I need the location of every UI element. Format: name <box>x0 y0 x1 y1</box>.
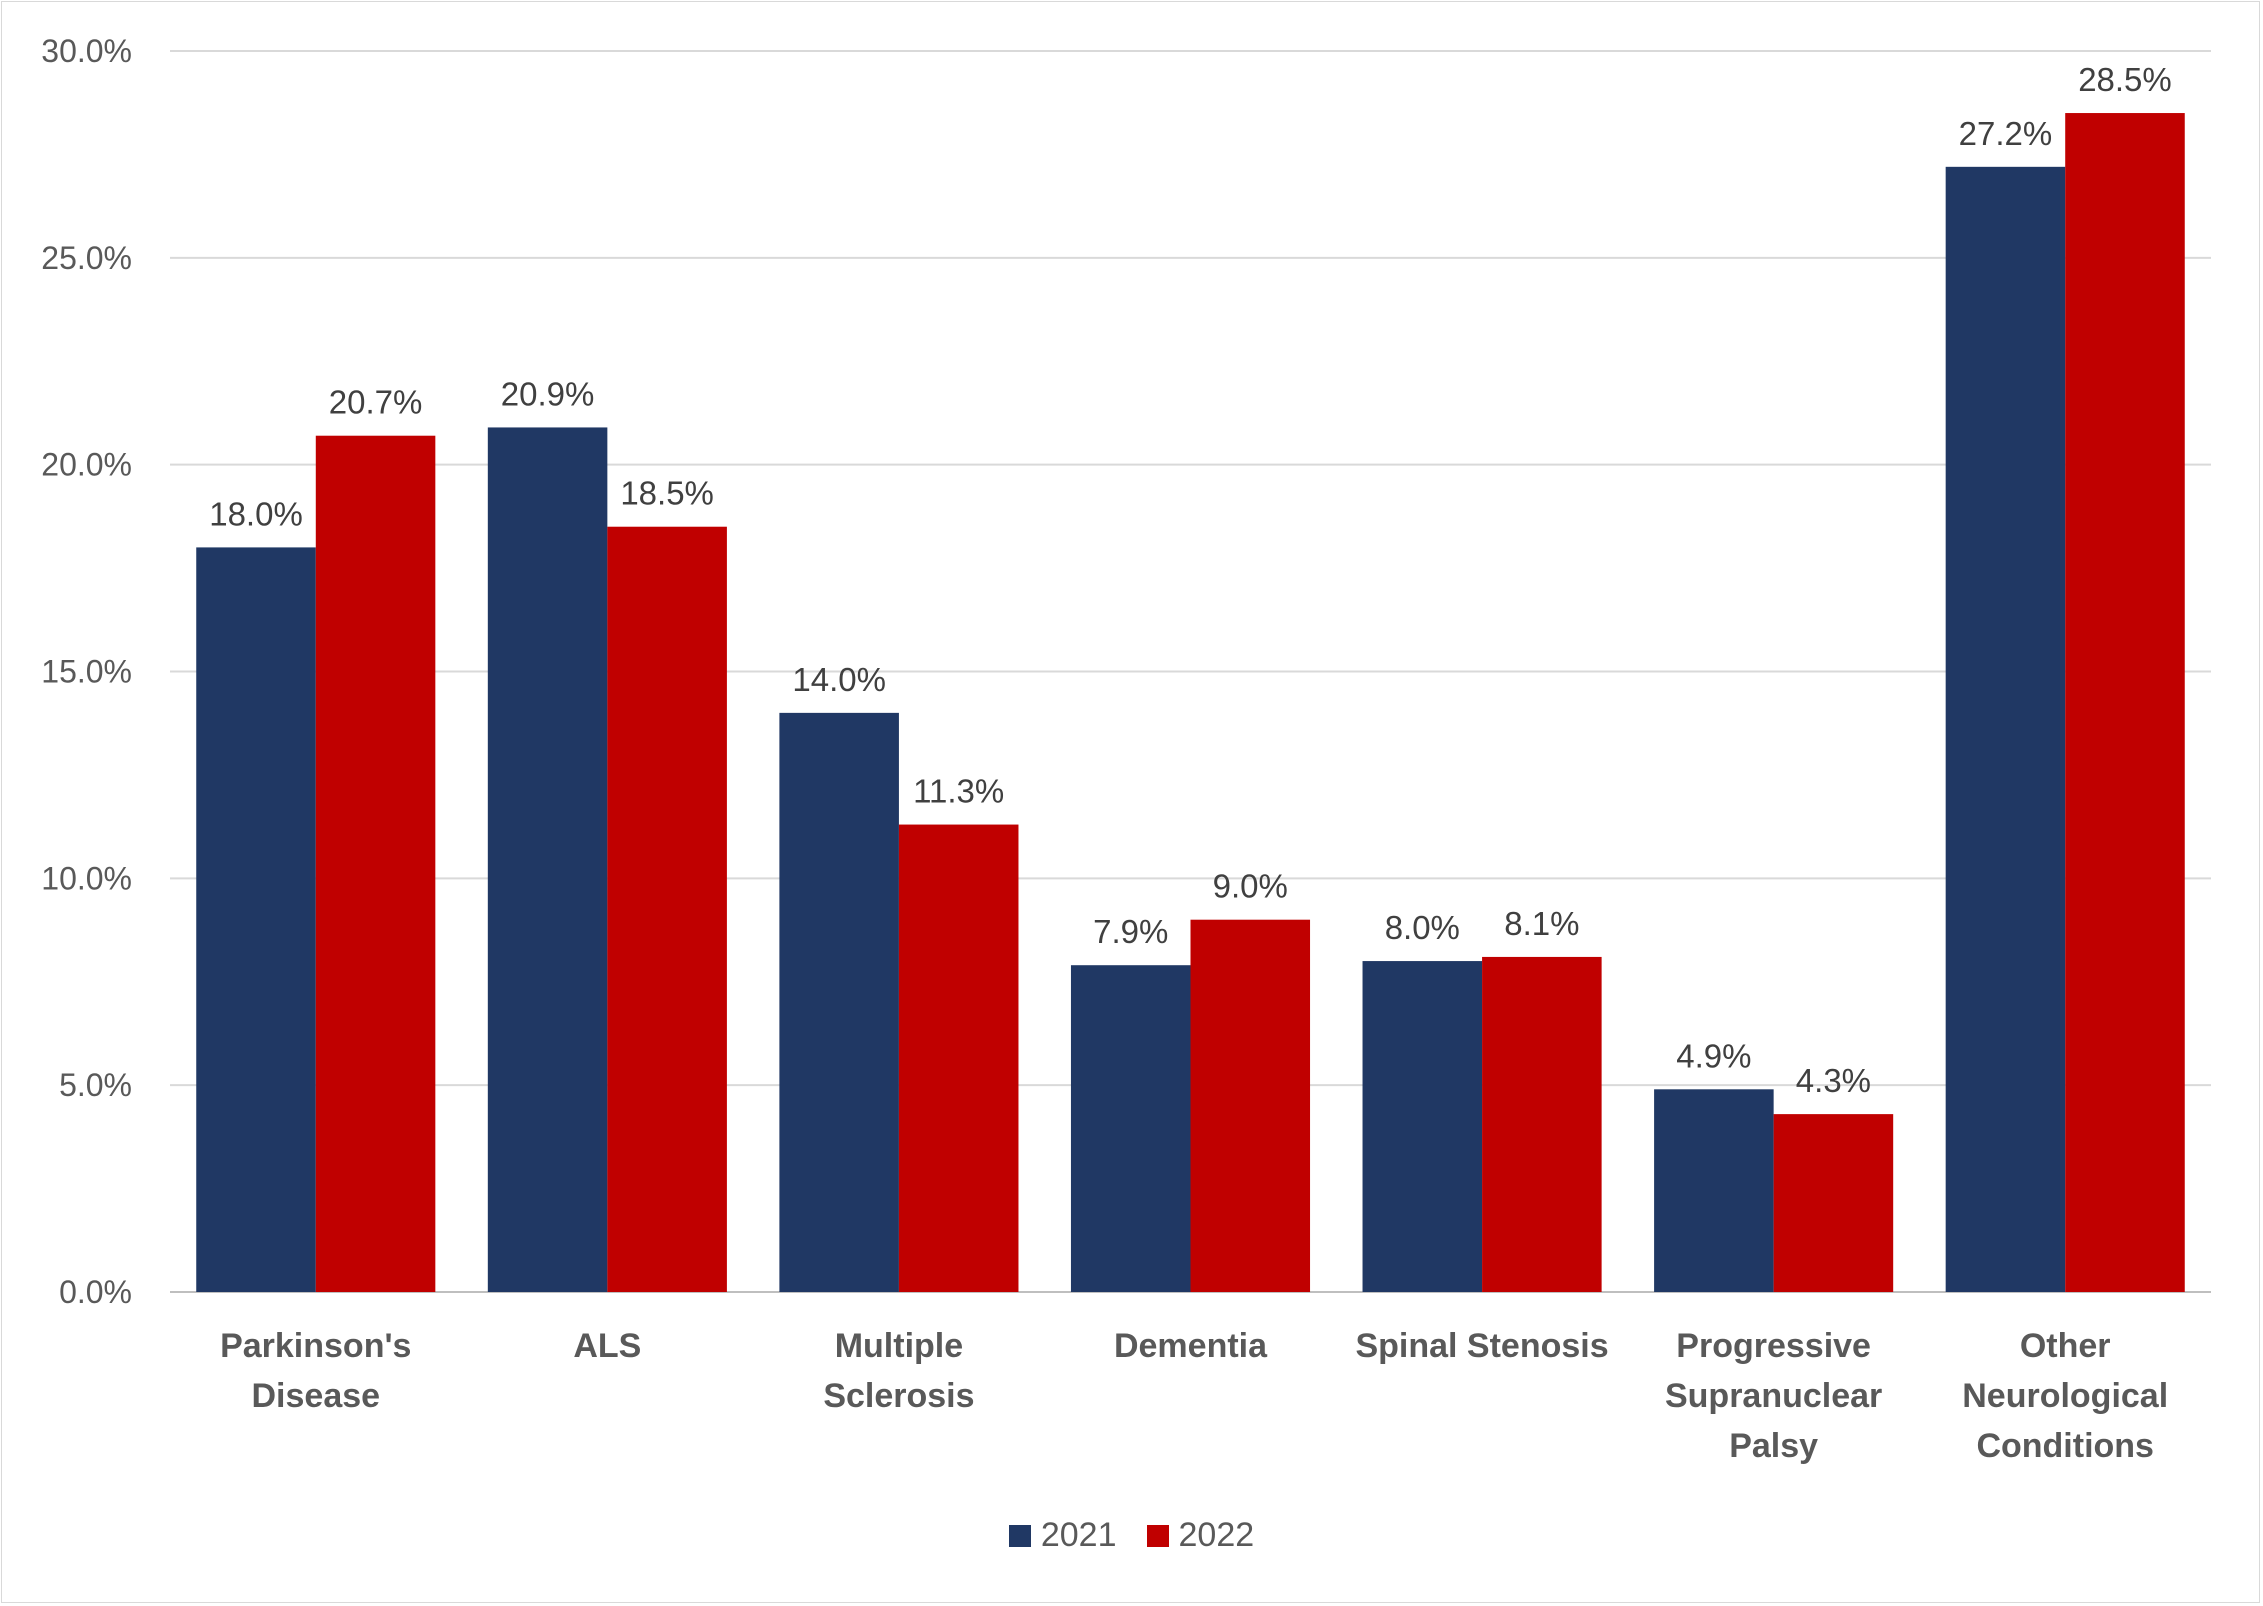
legend-swatch-2022 <box>1146 1524 1169 1547</box>
y-tick-label: 25.0% <box>41 240 132 276</box>
data-label: 18.0% <box>209 495 303 532</box>
data-label: 4.3% <box>1796 1062 1871 1099</box>
legend-item-2021: 2021 <box>1008 1516 1117 1555</box>
bar-2022 <box>1190 919 1311 1292</box>
data-label: 9.0% <box>1213 868 1288 905</box>
x-tick-label: Sclerosis <box>823 1377 974 1415</box>
bar-2022 <box>607 526 727 1292</box>
bar-2022 <box>2065 113 2185 1292</box>
y-tick-label: 15.0% <box>41 654 132 690</box>
bar-2021 <box>196 547 316 1292</box>
data-label: 8.0% <box>1385 909 1460 946</box>
data-label: 11.3% <box>913 773 1004 810</box>
y-tick-label: 30.0% <box>41 33 132 69</box>
x-tick-label: Progressive <box>1676 1327 1871 1365</box>
x-tick-label: Other <box>2020 1327 2111 1365</box>
x-tick-label: Conditions <box>1976 1427 2154 1465</box>
x-tick-label: Supranuclear <box>1665 1377 1882 1415</box>
legend-swatch-2021 <box>1008 1524 1031 1547</box>
bar-2021 <box>487 427 608 1293</box>
x-tick-label: ALS <box>573 1327 641 1365</box>
y-tick-label: 10.0% <box>41 860 132 896</box>
data-label: 20.9% <box>501 375 595 412</box>
bar-2022 <box>1773 1114 1894 1292</box>
data-label: 18.5% <box>620 475 714 512</box>
x-tick-label: Dementia <box>1114 1327 1268 1365</box>
data-label: 28.5% <box>2078 61 2172 98</box>
y-tick-label: 0.0% <box>59 1274 132 1310</box>
bar-2021 <box>1945 166 2066 1292</box>
y-tick-label: 5.0% <box>59 1067 132 1103</box>
data-label: 8.1% <box>1504 905 1579 942</box>
bar-2022 <box>1482 956 1602 1292</box>
data-label: 14.0% <box>792 661 886 698</box>
legend: 2021 2022 <box>0 1516 2263 1555</box>
bar-2022 <box>898 824 1019 1292</box>
x-tick-label: Palsy <box>1729 1427 1818 1465</box>
legend-label-2022: 2022 <box>1178 1516 1255 1554</box>
x-tick-label: Neurological <box>1962 1377 2168 1415</box>
legend-label-2021: 2021 <box>1040 1516 1117 1554</box>
bar-2021 <box>1654 1089 1774 1292</box>
x-tick-label: Disease <box>252 1377 381 1415</box>
bar-2021 <box>779 712 899 1292</box>
x-tick-label: Multiple <box>835 1327 963 1365</box>
bar-2021 <box>1362 961 1483 1292</box>
bar-2022 <box>315 435 436 1293</box>
legend-item-2022: 2022 <box>1146 1516 1255 1555</box>
data-label: 7.9% <box>1093 913 1168 950</box>
x-tick-label: Spinal Stenosis <box>1355 1327 1608 1365</box>
bar-2021 <box>1070 965 1191 1292</box>
data-label: 4.9% <box>1676 1037 1751 1074</box>
data-label: 20.7% <box>329 384 423 421</box>
data-label: 27.2% <box>1959 115 2053 152</box>
x-tick-label: Parkinson's <box>220 1327 411 1365</box>
y-tick-label: 20.0% <box>41 447 132 483</box>
